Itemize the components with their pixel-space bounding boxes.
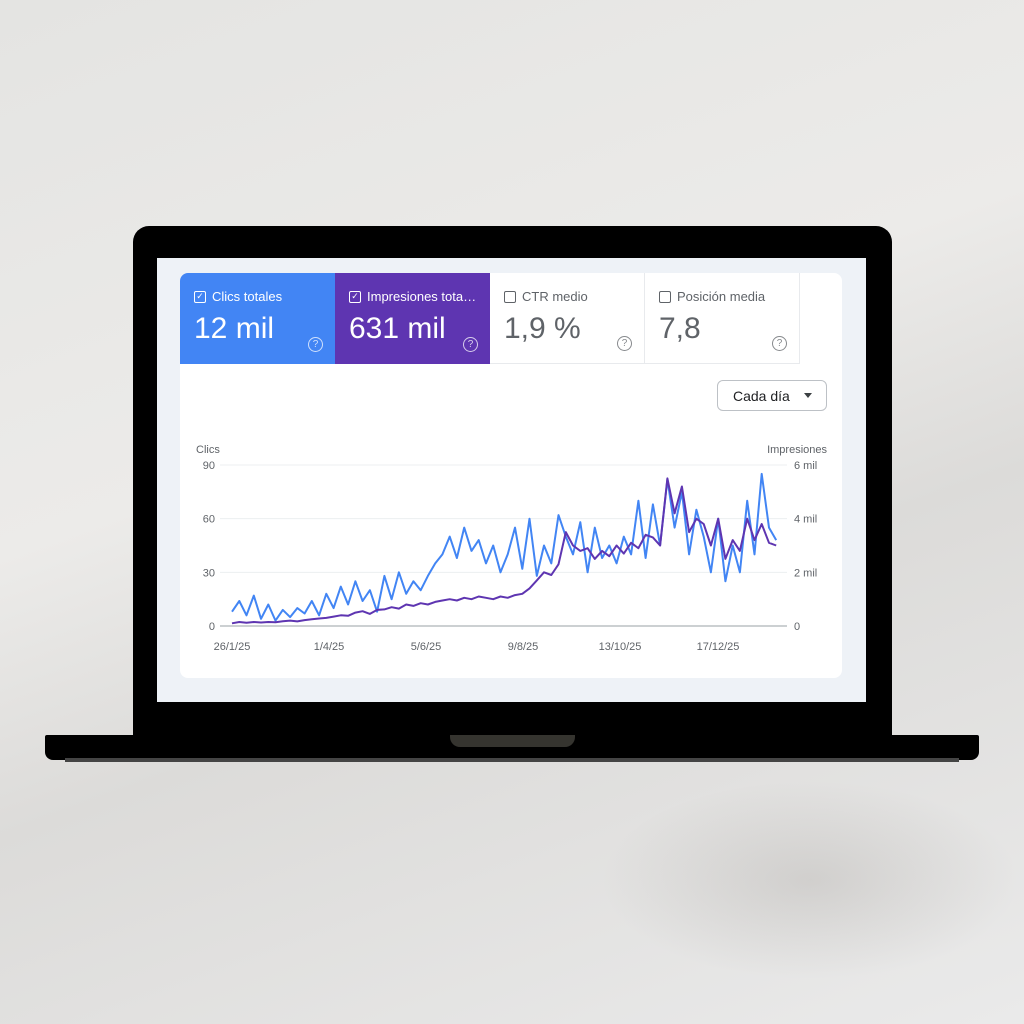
metric-label: Impresiones tota… [367, 289, 476, 304]
metric-value: 631 mil [349, 312, 446, 345]
y-left-tick: 0 [209, 621, 215, 633]
metric-value: 12 mil [194, 312, 275, 345]
caret-down-icon [803, 393, 812, 398]
help-icon[interactable]: ? [463, 337, 478, 352]
metric-posicion-media[interactable]: Posición media 7,8 ? [645, 273, 800, 364]
dropdown-value: Cada día [733, 387, 790, 404]
help-icon[interactable]: ? [617, 336, 632, 351]
performance-card: ✓ Clics totales 12 mil ? ✓ Impresiones tot… [180, 273, 842, 678]
x-tick: 5/6/25 [411, 641, 442, 653]
y-right-tick: 2 mil [794, 567, 817, 579]
series-line-impresiones [231, 477, 777, 625]
checkbox-checked-icon[interactable]: ✓ [194, 290, 206, 303]
metric-label: CTR medio [522, 289, 588, 304]
metric-value: 7,8 [659, 312, 701, 345]
y-right-axis-label: Impresiones [767, 444, 827, 456]
checkbox-checked-icon[interactable]: ✓ [349, 290, 361, 303]
laptop-base-edge [65, 758, 959, 762]
metric-clics-totales[interactable]: ✓ Clics totales 12 mil ? [180, 273, 335, 364]
metric-label: Clics totales [212, 289, 283, 304]
metric-value: 1,9 % [504, 312, 581, 345]
y-right-tick: 0 [794, 621, 800, 633]
x-tick: 1/4/25 [314, 641, 345, 653]
performance-chart: Clics Impresiones 0 0 30 2 mil 60 4 mil 90 6 mi… [196, 444, 827, 653]
x-tick: 9/8/25 [508, 641, 539, 653]
metric-impresiones-totales[interactable]: ✓ Impresiones tota… 631 mil ? [335, 273, 490, 364]
checkbox-unchecked-icon[interactable] [504, 290, 516, 303]
y-right-tick: 4 mil [794, 514, 817, 526]
y-left-axis-label: Clics [196, 444, 220, 456]
y-left-tick: 30 [203, 567, 215, 579]
y-right-tick: 6 mil [794, 460, 817, 472]
checkbox-unchecked-icon[interactable] [659, 290, 671, 303]
x-tick: 17/12/25 [697, 641, 740, 653]
metric-label: Posición media [677, 289, 766, 304]
x-tick: 26/1/25 [214, 641, 251, 653]
series-line-clics [231, 472, 778, 622]
background-shadow [600, 780, 1020, 980]
help-icon[interactable]: ? [772, 336, 787, 351]
y-left-tick: 60 [203, 514, 215, 526]
laptop-notch [450, 735, 575, 747]
help-icon[interactable]: ? [308, 337, 323, 352]
metric-ctr-medio[interactable]: CTR medio 1,9 % ? [490, 273, 645, 364]
granularity-dropdown[interactable]: Cada día [717, 380, 827, 411]
x-tick: 13/10/25 [599, 641, 642, 653]
y-left-tick: 90 [203, 460, 215, 472]
